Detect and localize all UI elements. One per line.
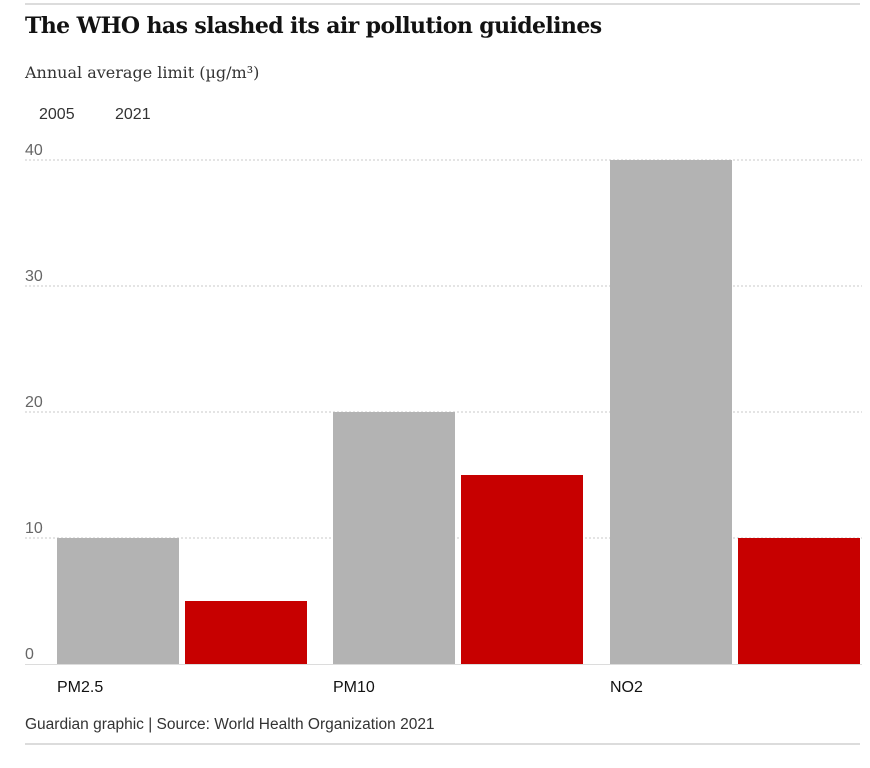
x-tick-label: PM2.5 <box>57 679 103 696</box>
y-tick-label: 40 <box>25 142 43 159</box>
y-tick-label: 20 <box>25 394 43 411</box>
bar-no2-2021 <box>738 538 860 664</box>
bar-pm10-2005 <box>333 412 455 664</box>
source-note: Guardian graphic | Source: World Health … <box>25 716 435 733</box>
bar-pm25-2005 <box>57 538 179 664</box>
bar-no2-2005 <box>610 160 732 664</box>
legend-item-2021: 2021 <box>115 106 151 123</box>
bar-pm10-2021 <box>461 475 583 664</box>
bar-pm25-2021 <box>185 601 307 664</box>
bottom-rule <box>25 743 860 745</box>
x-tick-label: NO2 <box>610 679 643 696</box>
y-tick-label: 30 <box>25 268 43 285</box>
y-tick-label: 0 <box>25 646 34 663</box>
legend-item-2005: 2005 <box>39 106 75 123</box>
chart-title: The WHO has slashed its air pollution gu… <box>25 13 602 39</box>
chart-subtitle: Annual average limit (µg/m³) <box>25 63 260 82</box>
top-rule <box>25 3 860 5</box>
y-tick-label: 10 <box>25 520 43 537</box>
bar-chart: 0 10 20 30 40 PM2.5 PM10 NO2 <box>25 142 862 696</box>
x-tick-label: PM10 <box>333 679 375 696</box>
